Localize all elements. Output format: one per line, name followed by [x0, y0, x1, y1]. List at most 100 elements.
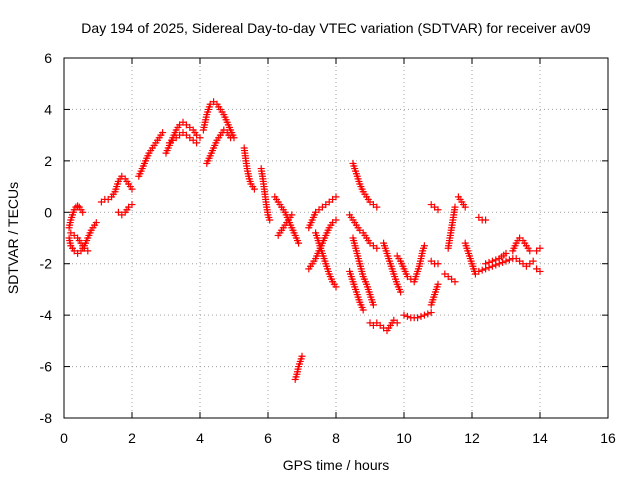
data-point [159, 129, 167, 137]
data-point [461, 203, 469, 211]
data-point [502, 257, 510, 265]
x-tick-label: 14 [532, 430, 548, 446]
data-point [298, 352, 306, 360]
data-point [332, 216, 340, 224]
data-point [478, 266, 486, 274]
series-arc-7 [162, 118, 204, 157]
y-axis-label: SDTVAR / TECUs [5, 182, 21, 294]
series-arc-11 [240, 144, 258, 193]
data-point [128, 185, 136, 193]
series-arc-24 [380, 239, 405, 296]
data-point [536, 267, 544, 275]
data-point [74, 202, 82, 210]
y-tick-label: -4 [40, 307, 53, 323]
series-arc-29 [427, 201, 442, 214]
series-arc-12 [257, 165, 274, 224]
data-point [434, 206, 442, 214]
data-point [492, 256, 500, 264]
data-point [393, 319, 401, 327]
data-point [485, 258, 493, 266]
plot-frame [63, 57, 609, 419]
data-point [424, 310, 432, 318]
data-point [400, 311, 408, 319]
x-axis-label: GPS time / hours [283, 457, 390, 473]
data-point [403, 312, 411, 320]
series-arc-1 [65, 202, 87, 232]
data-point [529, 257, 537, 265]
data-point [373, 244, 381, 252]
y-tick-label: -8 [40, 410, 53, 426]
series-arc-15 [291, 352, 306, 383]
data-point [250, 185, 258, 193]
series-arc-39 [512, 255, 537, 270]
data-point [505, 256, 513, 264]
data-point [92, 219, 100, 227]
series-arc-27 [410, 242, 428, 286]
series-arc-41 [533, 244, 544, 255]
data-point [79, 208, 87, 216]
series-arc-32 [444, 203, 459, 252]
series-arc-38 [509, 234, 534, 255]
data-point [128, 201, 136, 209]
data-points [65, 98, 544, 383]
series-arc-22 [346, 267, 367, 314]
series-arc-6 [135, 129, 167, 180]
data-point [84, 247, 92, 255]
y-tick-label: -6 [40, 359, 53, 375]
y-tick-label: 2 [44, 153, 52, 169]
x-tick-label: 4 [196, 430, 204, 446]
data-point [482, 260, 490, 268]
series-arc-19 [346, 211, 381, 252]
series-arc-8 [165, 129, 201, 147]
series-arc-26 [400, 309, 435, 322]
series-arc-9 [199, 98, 238, 142]
data-point [227, 134, 235, 142]
series-arc-20 [349, 159, 381, 211]
data-point [451, 278, 459, 286]
series-arc-4 [97, 172, 136, 206]
data-point [332, 283, 340, 291]
y-tick-label: -2 [40, 256, 53, 272]
x-tick-label: 16 [600, 430, 616, 446]
y-tick-label: 6 [44, 50, 52, 66]
series-arc-40 [533, 265, 544, 275]
series-arc-28 [427, 280, 442, 309]
data-point [488, 257, 496, 265]
data-point [266, 216, 274, 224]
x-tick-label: 8 [332, 430, 340, 446]
series-arc-37 [482, 249, 510, 268]
x-tick-label: 10 [396, 430, 412, 446]
data-point [434, 260, 442, 268]
series-arc-5 [114, 201, 136, 219]
grid [64, 58, 608, 418]
data-point [499, 258, 507, 266]
data-point [288, 211, 296, 219]
series-arc-14 [274, 211, 296, 239]
data-point [359, 306, 367, 314]
data-point [193, 139, 201, 147]
data-point [536, 244, 544, 252]
data-point [373, 203, 381, 211]
chart-title: Day 194 of 2025, Sidereal Day-to-day VTE… [81, 20, 591, 36]
data-point [369, 301, 377, 309]
series-arc-21 [349, 234, 377, 309]
x-tick-label: 0 [60, 430, 68, 446]
y-tick-label: 0 [44, 204, 52, 220]
series-arc-18 [312, 229, 340, 291]
x-tick-label: 6 [264, 430, 272, 446]
data-point [451, 203, 459, 211]
axis-ticks: 0 2 4 6 8 10 12 14 16 6 4 2 0 -2 -4 -6 -8 [40, 50, 616, 446]
series-arc-25 [393, 252, 415, 283]
series-arc-31 [441, 270, 459, 286]
data-point [397, 288, 405, 296]
x-tick-label: 12 [464, 430, 480, 446]
data-point [526, 247, 534, 255]
y-tick-label: 4 [44, 101, 52, 117]
data-point [502, 249, 510, 257]
series-arc-16 [305, 193, 340, 232]
data-point [475, 267, 483, 275]
series-arc-23 [366, 316, 401, 335]
data-point [420, 311, 428, 319]
series-arc-10 [203, 126, 235, 167]
